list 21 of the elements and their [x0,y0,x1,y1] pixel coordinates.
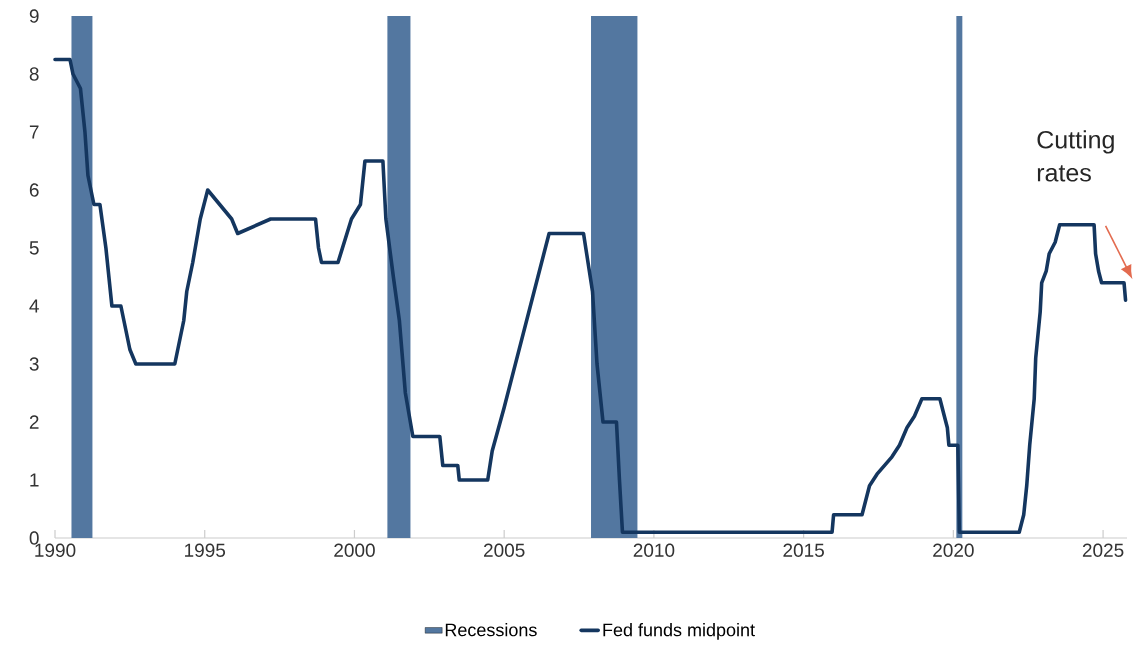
x-tick-label: 2020 [933,543,974,557]
x-tick-label: 2025 [1082,543,1124,557]
x-tick-label: 1990 [35,543,76,557]
legend-label: Recessions [445,623,537,637]
y-tick-label: 2 [29,415,39,429]
y-tick-label: 5 [29,241,39,255]
x-tick-label: 2010 [633,543,675,557]
y-tick-label: 3 [29,357,39,371]
y-tick-label: 1 [30,473,39,487]
y-tick-label: 7 [29,125,39,139]
y-tick-label: 6 [29,183,39,197]
y-tick-label: 4 [29,299,39,313]
x-tick-label: 2005 [484,543,525,557]
x-tick-label: 2015 [783,543,824,557]
annotation: Cutting rates [1037,130,1114,182]
x-tick-label: 2000 [334,543,375,557]
x-tick-label: 1995 [185,543,226,557]
y-tick-label: 9 [29,9,39,23]
y-tick-label: 8 [29,67,39,81]
y-tick-label: 0 [29,531,39,545]
legend-label: Fed funds midpoint [603,623,755,640]
